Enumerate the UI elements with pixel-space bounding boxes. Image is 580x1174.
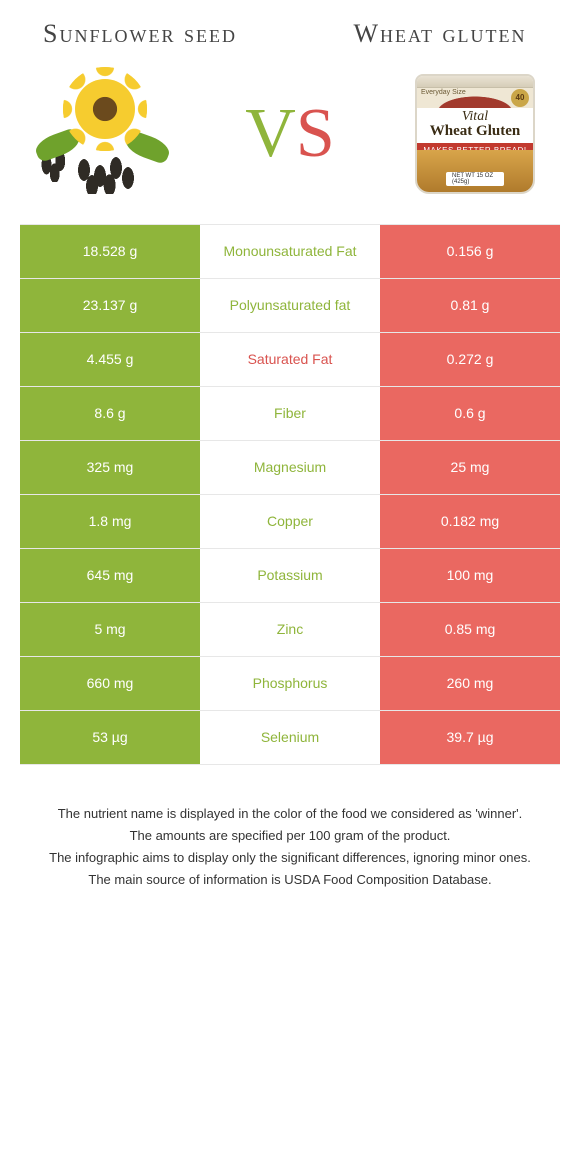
nutrient-label: Monounsaturated Fat [200, 225, 380, 278]
left-value: 5 mg [20, 603, 200, 656]
table-row: 5 mgZinc0.85 mg [20, 603, 560, 657]
vs-s: S [296, 94, 335, 174]
nutrient-label: Saturated Fat [200, 333, 380, 386]
right-value: 100 mg [380, 549, 560, 602]
nutrient-label: Polyunsaturated fat [200, 279, 380, 332]
table-row: 18.528 gMonounsaturated Fat0.156 g [20, 225, 560, 279]
table-row: 53 µgSelenium39.7 µg [20, 711, 560, 765]
footnotes: The nutrient name is displayed in the co… [0, 765, 580, 890]
right-value: 0.85 mg [380, 603, 560, 656]
left-value: 325 mg [20, 441, 200, 494]
footnote-line: The infographic aims to display only the… [30, 849, 550, 867]
sunflower-illustration [30, 69, 180, 199]
can-badge: 40 [511, 89, 529, 107]
left-value: 1.8 mg [20, 495, 200, 548]
table-row: 23.137 gPolyunsaturated fat0.81 g [20, 279, 560, 333]
right-value: 0.81 g [380, 279, 560, 332]
vs-label: VS [245, 94, 335, 174]
comparison-table: 18.528 gMonounsaturated Fat0.156 g23.137… [20, 224, 560, 765]
left-value: 23.137 g [20, 279, 200, 332]
table-row: 660 mgPhosphorus260 mg [20, 657, 560, 711]
nutrient-label: Copper [200, 495, 380, 548]
right-value: 39.7 µg [380, 711, 560, 764]
left-value: 53 µg [20, 711, 200, 764]
footnote-line: The main source of information is USDA F… [30, 871, 550, 889]
nutrient-label: Potassium [200, 549, 380, 602]
left-value: 645 mg [20, 549, 200, 602]
vs-v: V [245, 94, 296, 174]
can-net: NET WT 15 OZ (425g) [446, 172, 504, 186]
left-value: 8.6 g [20, 387, 200, 440]
can-brand-small: Everyday Size [421, 89, 466, 96]
left-value: 18.528 g [20, 225, 200, 278]
table-row: 325 mgMagnesium25 mg [20, 441, 560, 495]
can-line1: Vital [462, 109, 488, 124]
table-row: 645 mgPotassium100 mg [20, 549, 560, 603]
header-titles: Sunflower seed Wheat gluten [0, 0, 580, 59]
nutrient-label: Zinc [200, 603, 380, 656]
right-value: 0.156 g [380, 225, 560, 278]
right-value: 260 mg [380, 657, 560, 710]
right-value: 0.6 g [380, 387, 560, 440]
right-value: 25 mg [380, 441, 560, 494]
nutrient-label: Selenium [200, 711, 380, 764]
table-row: 8.6 gFiber0.6 g [20, 387, 560, 441]
table-row: 4.455 gSaturated Fat0.272 g [20, 333, 560, 387]
left-value: 660 mg [20, 657, 200, 710]
left-value: 4.455 g [20, 333, 200, 386]
left-food-title: Sunflower seed [40, 20, 240, 49]
footnote-line: The amounts are specified per 100 gram o… [30, 827, 550, 845]
hero-row: VS Everyday Size 40 Vital Wheat Gluten M… [0, 59, 580, 224]
can-line2: Wheat Gluten [430, 123, 520, 139]
footnote-line: The nutrient name is displayed in the co… [30, 805, 550, 823]
nutrient-label: Phosphorus [200, 657, 380, 710]
right-value: 0.182 mg [380, 495, 560, 548]
nutrient-label: Fiber [200, 387, 380, 440]
wheat-gluten-illustration: Everyday Size 40 Vital Wheat Gluten MAKE… [400, 69, 550, 199]
nutrient-label: Magnesium [200, 441, 380, 494]
table-row: 1.8 mgCopper0.182 mg [20, 495, 560, 549]
right-value: 0.272 g [380, 333, 560, 386]
right-food-title: Wheat gluten [340, 20, 540, 49]
